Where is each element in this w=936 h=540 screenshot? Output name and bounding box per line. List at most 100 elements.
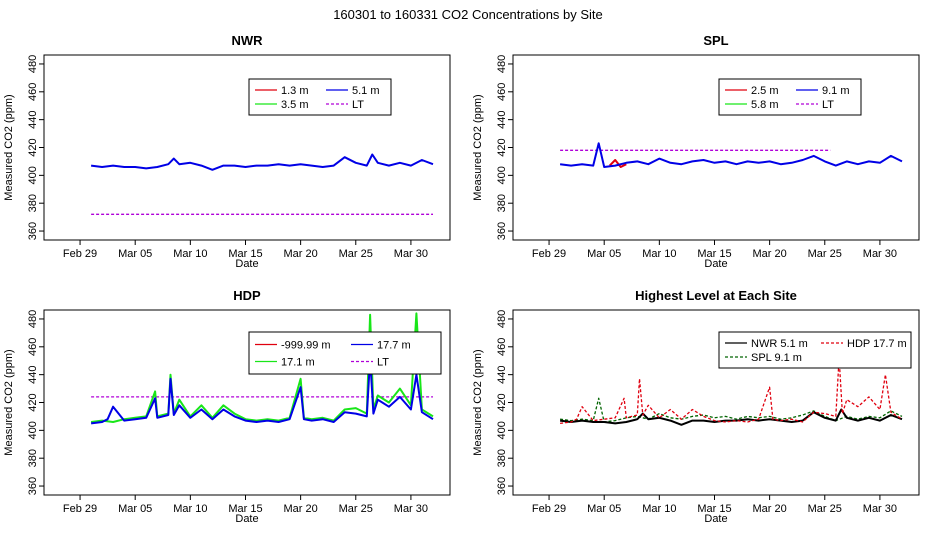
legend-label-lt: LT bbox=[822, 99, 834, 111]
panel-2-series-group bbox=[559, 142, 903, 168]
panel-3-ytick-label: 360 bbox=[27, 477, 39, 495]
panel-2-legend-box bbox=[718, 78, 862, 116]
legend-label-17-1-m: 17.1 m bbox=[281, 357, 315, 369]
panel-1-ytick-label: 420 bbox=[27, 138, 39, 156]
panel-2-ytick-label: 480 bbox=[496, 55, 508, 73]
panel-3-series-group bbox=[90, 312, 434, 425]
panel-4-xtick-label: Mar 05 bbox=[587, 503, 621, 515]
series-line-17-7-m bbox=[90, 356, 434, 425]
panel-1-xtick-label: Mar 20 bbox=[284, 248, 318, 260]
panel-4-ytick-label: 360 bbox=[496, 477, 508, 495]
legend-label-1-3-m: 1.3 m bbox=[281, 85, 309, 97]
panel-1-ytick-label: 400 bbox=[27, 166, 39, 184]
legend-label-spl-9-1-m: SPL 9.1 m bbox=[751, 352, 802, 364]
panel-4-ytick-label: 480 bbox=[496, 310, 508, 328]
panel-2-xtick-label: Mar 10 bbox=[642, 248, 676, 260]
panel-1-ytick-label: 360 bbox=[27, 222, 39, 240]
panel-3-title: HDP bbox=[233, 288, 261, 303]
panel-1-xtick-label: Mar 30 bbox=[394, 248, 428, 260]
panel-1-xtick-label: Mar 10 bbox=[173, 248, 207, 260]
panel-4-ytick-label: 420 bbox=[496, 393, 508, 411]
panel-3-legend: -999.99 m 17.7 m 17.1 m LT bbox=[248, 331, 442, 375]
panel-3-xtick-label: Mar 05 bbox=[118, 503, 152, 515]
panel-3-xtick-label: Mar 30 bbox=[394, 503, 428, 515]
legend-label-lt: LT bbox=[352, 99, 364, 111]
legend-label-17-7-m: 17.7 m bbox=[377, 340, 411, 352]
panel-1-ytick-label: 380 bbox=[27, 194, 39, 212]
panel-1-ylabel: Measured CO2 (ppm) bbox=[3, 94, 15, 200]
panel-4-xtick-label: Mar 30 bbox=[863, 503, 897, 515]
panel-1-ytick-label: 480 bbox=[27, 55, 39, 73]
panel-1-xlabel: Date bbox=[235, 258, 258, 270]
panel-2-ylabel: Measured CO2 (ppm) bbox=[472, 94, 484, 200]
legend-label-lt: LT bbox=[377, 357, 389, 369]
panel-4-legend: NWR 5.1 m HDP 17.7 m SPL 9.1 m bbox=[718, 331, 912, 369]
panel-2-ytick-label: 420 bbox=[496, 138, 508, 156]
panel-2-ytick-label: 400 bbox=[496, 166, 508, 184]
panel-2-xtick-label: Mar 05 bbox=[587, 248, 621, 260]
panel-4-ytick-label: 440 bbox=[496, 365, 508, 383]
panel-3-ytick-label: 380 bbox=[27, 449, 39, 467]
panel-4-xlabel: Date bbox=[704, 513, 727, 525]
series-line-5-1-m bbox=[90, 153, 434, 171]
legend-label-2-5-m: 2.5 m bbox=[751, 85, 779, 97]
panel-1-series-group bbox=[90, 153, 434, 215]
panel-4-xtick-label: Mar 25 bbox=[808, 503, 842, 515]
panel-3-xtick-label: Mar 15 bbox=[228, 503, 262, 515]
panel-2-ytick-label: 380 bbox=[496, 194, 508, 212]
panel-1: NWR Feb 29 Mar 05 Mar 10 Mar 15 Mar 20 Mar 25 M… bbox=[3, 33, 451, 270]
panel-3-ytick-label: 440 bbox=[27, 365, 39, 383]
panel-4-xtick-label: Mar 10 bbox=[642, 503, 676, 515]
series-line-hdp-17-7-m bbox=[560, 357, 903, 425]
panel-2-xlabel: Date bbox=[704, 258, 727, 270]
panel-3-ylabel: Measured CO2 (ppm) bbox=[3, 349, 15, 455]
panel-4-xtick-label: Feb 29 bbox=[532, 503, 566, 515]
panel-3-xtick-label: Mar 20 bbox=[284, 503, 318, 515]
panel-1-xtick-label: Feb 29 bbox=[63, 248, 97, 260]
panel-4-ytick-label: 380 bbox=[496, 449, 508, 467]
panel-4-title: Highest Level at Each Site bbox=[635, 288, 797, 303]
panel-3-xlabel: Date bbox=[235, 513, 258, 525]
panel-1-ytick-label: 460 bbox=[27, 83, 39, 101]
panel-3-xtick-label: Feb 29 bbox=[63, 503, 97, 515]
panel-4-ylabel: Measured CO2 (ppm) bbox=[472, 349, 484, 455]
panel-4: Highest Level at Each Site Feb 29 Mar 05 Ma… bbox=[472, 288, 920, 525]
panel-3-xtick-label: Mar 10 bbox=[173, 503, 207, 515]
panel-3: HDP Feb 29 Mar 05 Mar 10 Mar 15 Mar 20 Mar 25 M… bbox=[3, 288, 451, 525]
panel-2-legend: 2.5 m 9.1 m 5.8 m LT bbox=[718, 78, 862, 116]
panel-3-ytick-label: 420 bbox=[27, 393, 39, 411]
panel-4-ytick-label: 400 bbox=[496, 421, 508, 439]
panel-2-ytick-label: 440 bbox=[496, 110, 508, 128]
legend-label-5-1-m: 5.1 m bbox=[352, 85, 380, 97]
panel-4-series-group bbox=[559, 357, 903, 426]
panel-3-ytick-label: 460 bbox=[27, 338, 39, 356]
panel-2: SPL Feb 29 Mar 05 Mar 10 Mar 15 Mar 20 Mar 25 M… bbox=[472, 33, 920, 270]
panel-1-xtick-label: Mar 05 bbox=[118, 248, 152, 260]
panel-1-xtick-label: Mar 15 bbox=[228, 248, 262, 260]
panel-2-ytick-label: 360 bbox=[496, 222, 508, 240]
figure-title: 160301 to 160331 CO2 Concentrations by S… bbox=[333, 7, 603, 22]
panel-3-xtick-label: Mar 25 bbox=[339, 503, 373, 515]
panel-1-title: NWR bbox=[231, 33, 263, 48]
panel-4-legend-box bbox=[718, 331, 912, 369]
legend-label-3-5-m: 3.5 m bbox=[281, 99, 309, 111]
legend-label-5-8-m: 5.8 m bbox=[751, 99, 779, 111]
series-line-2-5-m bbox=[608, 159, 627, 168]
panel-2-xtick-label: Mar 15 bbox=[697, 248, 731, 260]
panel-4-xtick-label: Mar 20 bbox=[753, 503, 787, 515]
panel-2-title: SPL bbox=[703, 33, 728, 48]
panel-1-xtick-label: Mar 25 bbox=[339, 248, 373, 260]
panel-2-xtick-label: Mar 30 bbox=[863, 248, 897, 260]
legend-label-hdp-17-7-m: HDP 17.7 m bbox=[847, 338, 907, 350]
panel-1-legend-box bbox=[248, 78, 392, 116]
legend-label-999-99-m: -999.99 m bbox=[281, 340, 331, 352]
panel-4-xtick-label: Mar 15 bbox=[697, 503, 731, 515]
panel-1-ytick-label: 440 bbox=[27, 110, 39, 128]
panel-3-legend-box bbox=[248, 331, 442, 375]
panel-3-ytick-label: 480 bbox=[27, 310, 39, 328]
panel-1-legend: 1.3 m 5.1 m 3.5 m LT bbox=[248, 78, 392, 116]
chart-panels: NWR Feb 29 Mar 05 Mar 10 Mar 15 Mar 20 Mar 25 M… bbox=[3, 33, 920, 525]
series-line-spl-9-1-m bbox=[560, 397, 903, 423]
panel-3-ytick-label: 400 bbox=[27, 421, 39, 439]
